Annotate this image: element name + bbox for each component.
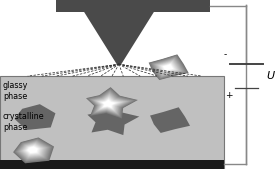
Polygon shape <box>155 58 182 76</box>
Polygon shape <box>101 99 117 108</box>
Polygon shape <box>97 96 122 111</box>
Polygon shape <box>152 57 185 78</box>
Bar <box>0 160 224 169</box>
Polygon shape <box>161 63 176 72</box>
Polygon shape <box>19 141 47 159</box>
Text: U: U <box>266 71 274 81</box>
Polygon shape <box>13 137 54 163</box>
Polygon shape <box>150 56 187 79</box>
Polygon shape <box>149 54 189 80</box>
Polygon shape <box>20 142 46 159</box>
Polygon shape <box>80 5 158 64</box>
Polygon shape <box>99 98 119 110</box>
Polygon shape <box>17 140 50 161</box>
Polygon shape <box>151 56 186 78</box>
Polygon shape <box>24 144 41 155</box>
Polygon shape <box>93 92 129 114</box>
Polygon shape <box>89 89 134 117</box>
Polygon shape <box>22 143 43 157</box>
Polygon shape <box>99 97 121 110</box>
Text: crystalline
phase: crystalline phase <box>3 112 45 132</box>
Polygon shape <box>162 63 175 72</box>
Polygon shape <box>87 104 139 135</box>
Polygon shape <box>150 55 188 79</box>
Polygon shape <box>94 93 127 113</box>
Polygon shape <box>95 94 126 113</box>
Polygon shape <box>96 94 125 112</box>
Polygon shape <box>157 60 179 75</box>
Polygon shape <box>25 145 41 155</box>
Polygon shape <box>14 138 53 163</box>
Polygon shape <box>153 57 184 77</box>
Polygon shape <box>156 60 180 75</box>
Polygon shape <box>155 59 181 76</box>
Polygon shape <box>15 104 55 130</box>
Polygon shape <box>160 62 177 73</box>
Polygon shape <box>162 64 174 71</box>
Polygon shape <box>86 87 138 118</box>
Polygon shape <box>16 139 51 161</box>
Polygon shape <box>17 140 49 160</box>
Polygon shape <box>91 91 131 115</box>
Polygon shape <box>90 90 133 116</box>
Polygon shape <box>92 92 130 115</box>
Polygon shape <box>22 143 45 157</box>
Text: -: - <box>223 50 227 59</box>
Text: +: + <box>225 91 232 100</box>
Polygon shape <box>87 88 137 118</box>
Polygon shape <box>23 144 43 156</box>
Polygon shape <box>26 146 39 154</box>
Text: glassy
phase: glassy phase <box>3 81 28 101</box>
Polygon shape <box>158 61 179 74</box>
Polygon shape <box>150 107 190 133</box>
Polygon shape <box>102 100 115 108</box>
Polygon shape <box>27 146 39 154</box>
Polygon shape <box>27 147 38 153</box>
Polygon shape <box>163 64 173 71</box>
Bar <box>56 0 210 12</box>
Bar <box>0 76 224 169</box>
Polygon shape <box>21 142 45 158</box>
Polygon shape <box>18 141 48 160</box>
Polygon shape <box>101 98 118 109</box>
Polygon shape <box>159 61 178 74</box>
Polygon shape <box>88 89 135 117</box>
Polygon shape <box>154 58 183 77</box>
Polygon shape <box>97 95 123 111</box>
Polygon shape <box>15 139 52 162</box>
